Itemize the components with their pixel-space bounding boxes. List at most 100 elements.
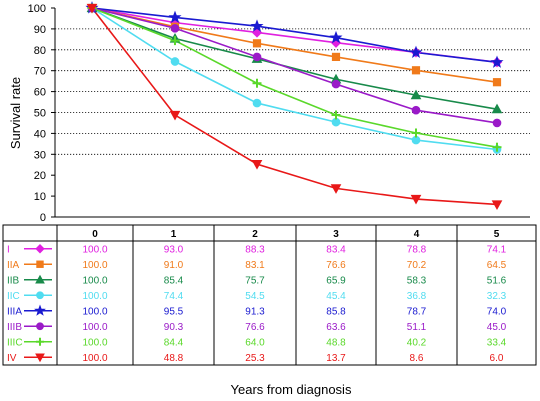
data-point: [411, 66, 421, 75]
data-point: [35, 353, 45, 363]
table-cell: 90.3: [164, 322, 184, 333]
data-point: [250, 19, 264, 32]
data-point: [492, 142, 502, 152]
table-cell: 51.1: [407, 322, 427, 333]
table-cell: 100.0: [82, 322, 107, 333]
table-cell: 64.0: [245, 337, 265, 348]
data-point: [411, 105, 421, 115]
table-header-year: 4: [414, 229, 420, 240]
y-tick-label: 40: [34, 128, 46, 140]
y-axis-label: Survival rate: [8, 77, 23, 149]
data-point: [491, 103, 503, 114]
data-point: [36, 291, 44, 300]
table-cell: 100.0: [82, 260, 107, 271]
data-point: [411, 128, 421, 138]
table-cell: 75.7: [245, 275, 265, 286]
row-label-IIIA: IIIA: [7, 306, 22, 317]
table-cell: 88.3: [245, 244, 265, 255]
data-point: [331, 79, 341, 89]
row-label-IIC: IIC: [7, 291, 20, 302]
table-cell: 100.0: [82, 291, 107, 302]
series-line-IIA: [91, 7, 498, 83]
table-cell: 74.0: [487, 306, 507, 317]
table-cell: 100.0: [82, 275, 107, 286]
row-label-IIB: IIB: [7, 275, 20, 286]
table-cell: 74.4: [164, 291, 184, 302]
data-point: [331, 52, 341, 62]
series-line-IV: [91, 7, 498, 206]
data-point: [170, 23, 180, 33]
table-cell: 65.9: [326, 275, 346, 286]
y-tick-label: 80: [34, 45, 46, 57]
table-cell: 58.3: [407, 275, 427, 286]
table-cell: 74.1: [487, 244, 507, 255]
table-cell: 83.4: [326, 244, 346, 255]
row-label-IIIB: IIIB: [7, 322, 22, 333]
data-point: [252, 98, 262, 108]
series-line-I: [91, 7, 498, 63]
table-cell: 100.0: [82, 337, 107, 348]
data-point: [329, 30, 343, 44]
data-point: [252, 78, 262, 88]
table-cell: 48.8: [326, 337, 346, 348]
row-label-IV: IV: [7, 353, 17, 364]
table-cell: 85.8: [326, 306, 346, 317]
gridlines: [55, 28, 530, 155]
table-cell: 78.7: [407, 306, 427, 317]
table-cell: 64.5: [487, 260, 507, 271]
y-tick-label: 100: [28, 3, 46, 15]
y-tick-label: 20: [34, 170, 46, 182]
table-cell: 100.0: [82, 353, 107, 364]
table-cell: 91.3: [245, 306, 265, 317]
data-point: [410, 194, 422, 205]
data-point: [170, 36, 180, 46]
data-point: [36, 322, 44, 331]
data-point: [36, 260, 44, 268]
data-point: [34, 304, 46, 316]
y-tick-label: 90: [34, 24, 46, 36]
table-cell: 63.6: [326, 322, 346, 333]
table-cell: 93.0: [164, 244, 184, 255]
data-point: [491, 200, 503, 210]
series-lines: [91, 7, 498, 206]
data-point: [35, 274, 45, 284]
series-line-IIIA: [91, 7, 498, 64]
y-tick-label: 10: [34, 191, 46, 203]
data-point: [492, 78, 502, 87]
data-point: [168, 10, 182, 23]
data-point: [331, 110, 341, 120]
table-cell: 95.5: [164, 306, 184, 317]
table-cell: 76.6: [326, 260, 346, 271]
table-header-year: 1: [171, 229, 177, 240]
y-tick-label: 30: [34, 149, 46, 161]
table-header-year: 3: [333, 229, 339, 240]
table-cell: 100.0: [82, 244, 107, 255]
table-cell: 54.5: [245, 291, 265, 302]
table-cell: 91.0: [164, 260, 184, 271]
series-line-IIIB: [91, 7, 498, 124]
table-cell: 84.4: [164, 337, 184, 348]
y-tick-label: 0: [40, 212, 46, 224]
y-tick-label: 70: [34, 66, 46, 78]
row-label-IIA: IIA: [7, 260, 20, 271]
table-cell: 25.3: [245, 353, 265, 364]
table-header-year: 0: [92, 229, 98, 240]
table-cell: 100.0: [82, 306, 107, 317]
data-point: [86, 3, 98, 14]
table-cell: 70.2: [407, 260, 427, 271]
y-tick-label: 50: [34, 108, 46, 120]
data-point: [492, 118, 502, 128]
data-point: [251, 160, 263, 170]
table-header-year: 2: [252, 229, 258, 240]
table-cell: 76.6: [245, 322, 265, 333]
table-cell: 32.3: [487, 291, 507, 302]
row-label-I: I: [7, 244, 10, 255]
x-axis-label: Years from diagnosis: [231, 382, 352, 397]
table-cell: 40.2: [407, 337, 427, 348]
table-cell: 45.0: [487, 322, 507, 333]
table-cell: 6.0: [490, 353, 504, 364]
data-point: [35, 244, 45, 254]
data-point: [490, 55, 504, 68]
series-line-IIC: [91, 7, 498, 151]
